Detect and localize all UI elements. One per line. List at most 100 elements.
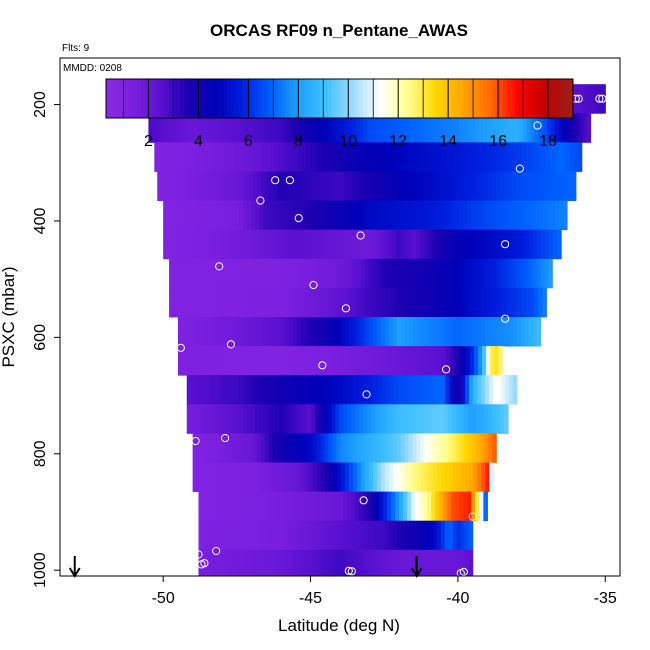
- heatmap-cell: [517, 142, 523, 172]
- heatmap-cell: [288, 462, 294, 493]
- heatmap-cell: [388, 433, 393, 463]
- heatmap-cell: [512, 229, 518, 260]
- heatmap-cell: [210, 375, 216, 405]
- heatmap-cell: [222, 404, 228, 434]
- heatmap-cell: [285, 317, 291, 347]
- heatmap-cell: [472, 258, 477, 289]
- heatmap-cell: [348, 229, 353, 260]
- heatmap-cell: [327, 229, 333, 260]
- heatmap-cell: [405, 375, 411, 405]
- heatmap-cell: [263, 404, 268, 434]
- heatmap-cell: [488, 317, 494, 347]
- heatmap-cell: [542, 200, 548, 231]
- heatmap-cell: [287, 229, 293, 260]
- heatmap-cell: [342, 491, 348, 522]
- x-axis-label: Latitude (deg N): [278, 616, 400, 635]
- heatmap-cell: [444, 317, 450, 347]
- colorbar-swatch: [137, 79, 142, 118]
- heatmap-cell: [165, 171, 170, 201]
- heatmap-cell: [283, 200, 288, 231]
- heatmap-cell: [428, 520, 434, 551]
- heatmap-cell: [522, 200, 528, 231]
- heatmap-cell: [423, 491, 428, 522]
- heatmap-cell: [431, 491, 436, 522]
- heatmap-cell: [458, 346, 463, 376]
- heatmap-cell: [468, 433, 473, 463]
- colorbar-swatch: [495, 79, 500, 118]
- colorbar-tick-label: 2: [144, 133, 153, 150]
- heatmap-cell: [181, 171, 186, 201]
- colorbar-swatch: [218, 79, 224, 118]
- heatmap-cell: [215, 229, 221, 260]
- heatmap-cell: [238, 404, 244, 434]
- sample-point: [341, 304, 350, 313]
- heatmap-cell: [222, 491, 228, 522]
- heatmap-cell: [447, 404, 453, 434]
- heatmap-cell: [412, 433, 417, 463]
- heatmap-cell: [481, 462, 486, 493]
- heatmap-cell: [278, 142, 283, 172]
- sample-point: [309, 280, 318, 290]
- heatmap-cell: [377, 462, 382, 493]
- heatmap-cell: [477, 462, 482, 493]
- heatmap-cell: [401, 287, 407, 318]
- heatmap-cell: [307, 229, 313, 260]
- heatmap-cell: [459, 404, 465, 434]
- heatmap-cell: [291, 404, 296, 434]
- heatmap-cell: [156, 113, 161, 143]
- heatmap-cell: [345, 520, 351, 551]
- heatmap-cell: [472, 229, 478, 260]
- heatmap-cell: [417, 549, 422, 576]
- heatmap-cell: [311, 229, 317, 260]
- heatmap-cell: [416, 258, 422, 289]
- heatmap-cell: [213, 287, 218, 318]
- heatmap-cell: [478, 287, 483, 318]
- heatmap-cell: [218, 142, 223, 172]
- heatmap-cell: [206, 142, 211, 172]
- heatmap-cell: [213, 317, 219, 347]
- heatmap-cell: [532, 317, 538, 347]
- heatmap-cell: [461, 375, 466, 405]
- heatmap-cell: [473, 375, 478, 405]
- heatmap-cell: [373, 520, 378, 551]
- heatmap-cell: [371, 404, 377, 434]
- heatmap-cell: [473, 142, 479, 172]
- heatmap-cell: [352, 171, 358, 201]
- heatmap-cell: [320, 433, 326, 463]
- heatmap-cell: [354, 491, 360, 522]
- heatmap-cell: [218, 404, 224, 434]
- heatmap-cell: [473, 462, 478, 493]
- heatmap-cell: [318, 491, 324, 522]
- heatmap-cell: [219, 200, 224, 231]
- heatmap-cell: [447, 113, 452, 143]
- heatmap-cell: [267, 229, 273, 260]
- heatmap-cell: [530, 287, 535, 318]
- heatmap-cell: [252, 462, 258, 493]
- colorbar-swatch: [133, 79, 138, 118]
- colorbar-swatch: [409, 79, 414, 118]
- heatmap-cell: [401, 549, 406, 576]
- heatmap-cell: [452, 520, 458, 551]
- heatmap-cell: [237, 317, 243, 347]
- heatmap-cell: [442, 346, 447, 376]
- heatmap-cell: [427, 113, 432, 143]
- colorbar-swatch: [265, 79, 270, 118]
- heatmap-cell: [201, 171, 206, 201]
- heatmap-cell: [466, 287, 471, 318]
- heatmap-cell: [516, 317, 522, 347]
- heatmap-cell: [440, 317, 446, 347]
- flights-label: Flts: 9: [62, 43, 90, 54]
- heatmap-cell: [255, 113, 261, 143]
- heatmap-cell: [364, 462, 370, 493]
- heatmap-cell: [202, 142, 207, 172]
- heatmap-cell: [207, 200, 212, 231]
- heatmap-cell: [464, 171, 469, 201]
- heatmap-cell: [496, 171, 501, 201]
- heatmap-cell: [452, 171, 457, 201]
- heatmap-cell: [467, 200, 472, 231]
- colorbar-swatch: [195, 79, 200, 118]
- colorbar-swatch: [413, 79, 418, 118]
- heatmap-cell: [436, 171, 441, 201]
- heatmap-cell: [242, 491, 248, 522]
- heatmap-cell: [301, 317, 306, 347]
